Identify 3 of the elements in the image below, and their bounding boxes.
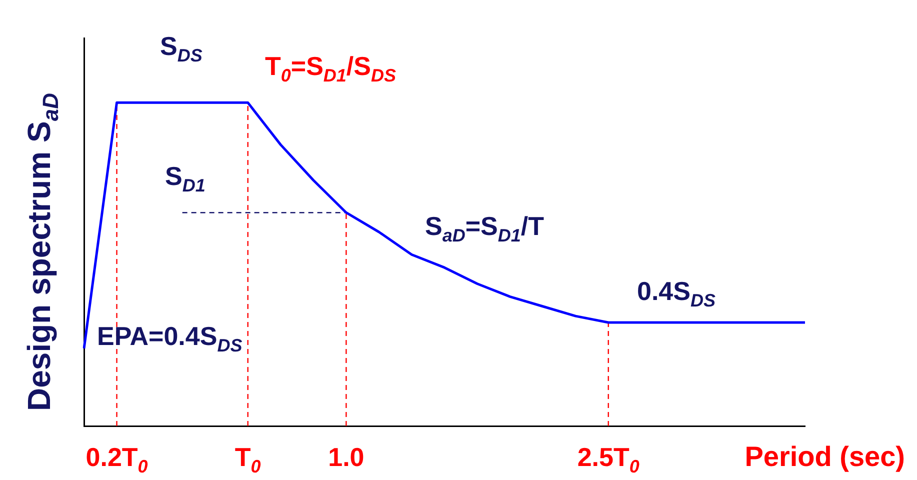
x-axis-title: Period (sec) bbox=[744, 441, 906, 472]
x-tick-label: 1.0 bbox=[328, 442, 364, 472]
y-axis-title: Design spectrum SaD bbox=[21, 92, 63, 411]
